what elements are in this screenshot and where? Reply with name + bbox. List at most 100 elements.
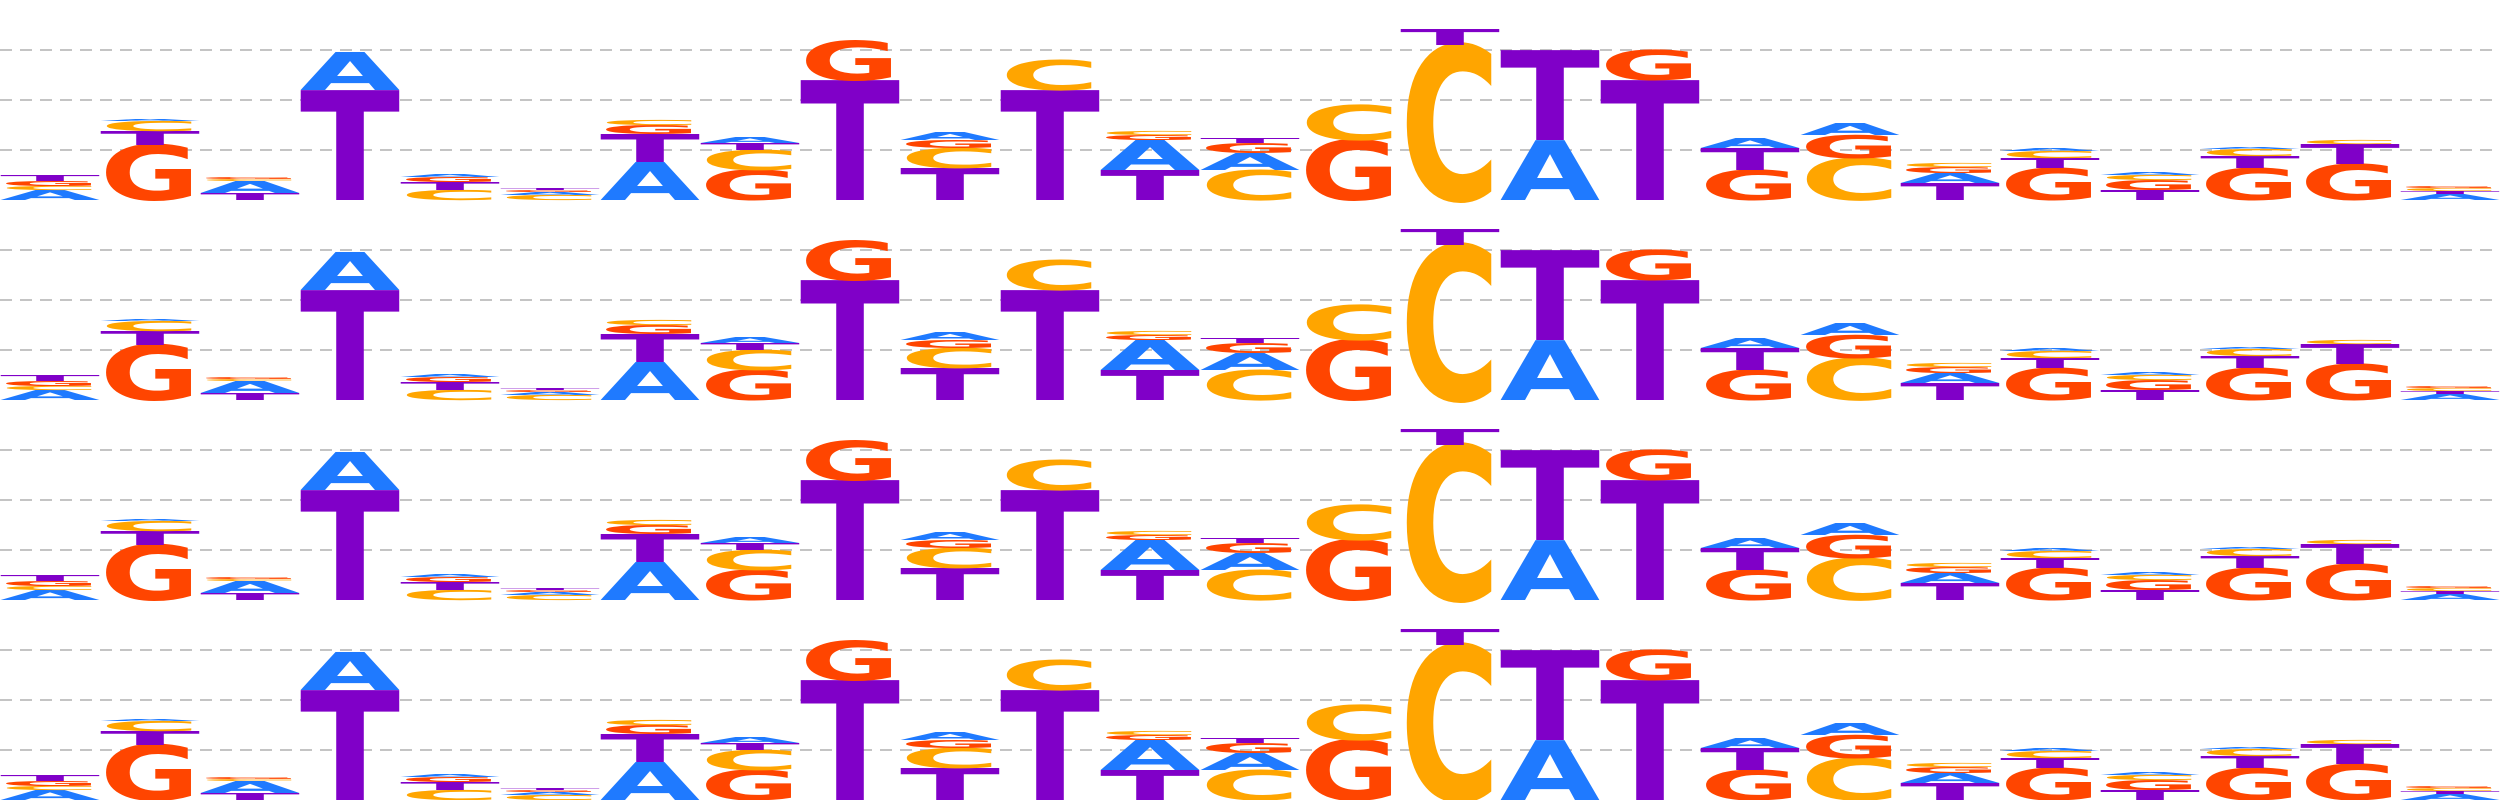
logo-letter-T: T	[100, 127, 200, 149]
logo-column: AT	[1500, 225, 1600, 419]
logo-letter-C: C	[400, 787, 500, 800]
logo-letter-T: T	[700, 341, 800, 352]
logo-letter-G: G	[1100, 734, 1200, 742]
logo-letter-G: G	[0, 180, 100, 188]
logo-column: CGA	[1800, 520, 1900, 614]
logo-letter-C: C	[700, 545, 800, 577]
logo-letter-C: C	[1400, 604, 1500, 800]
logo-letter-G: G	[2200, 159, 2300, 210]
logo-letter-G: G	[100, 730, 200, 800]
logo-letter-C: C	[200, 778, 300, 781]
logo-letter-G: G	[500, 189, 600, 192]
logo-letter-G: G	[700, 762, 800, 800]
logo-letter-T: T	[400, 780, 500, 793]
logo-letter-T: T	[2300, 139, 2400, 171]
logo-letter-C: C	[1300, 296, 1400, 352]
logo-column: GC	[1300, 696, 1400, 800]
logo-letter-G: G	[100, 530, 200, 618]
logo-letter-A: A	[600, 552, 700, 612]
logo-column: AT	[1500, 625, 1600, 800]
logo-column: TG	[800, 430, 900, 640]
logo-letter-T: T	[700, 741, 800, 752]
logo-letter-G: G	[1700, 162, 1800, 209]
logo-letter-G: G	[1700, 362, 1800, 409]
logo-letter-C: C	[1800, 747, 1900, 800]
logo-letter-G: G	[600, 323, 700, 337]
logo-letter-G: G	[800, 30, 900, 94]
logo-letter-A: A	[400, 373, 500, 378]
logo-letter-A: A	[300, 42, 400, 102]
logo-letter-A: A	[500, 391, 600, 396]
logo-letter-C: C	[900, 743, 1000, 775]
logo-letter-T: T	[500, 787, 600, 790]
logo-column: GC	[1300, 96, 1400, 220]
logo-letter-A: A	[2100, 771, 2200, 776]
logo-letter-A: A	[2000, 547, 2100, 552]
logo-letter-G: G	[1100, 134, 1200, 142]
logo-letter-C: C	[100, 318, 200, 334]
logo-letter-G: G	[0, 580, 100, 588]
logo-letter-A: A	[700, 735, 800, 745]
logo-letter-C: C	[400, 387, 500, 403]
logo-letter-A: A	[2200, 746, 2300, 749]
logo-letter-C: C	[500, 794, 600, 800]
logo-letter-C: C	[200, 178, 300, 181]
logo-letter-A: A	[100, 318, 200, 321]
logo-letter-G: G	[0, 380, 100, 388]
logo-letter-C: C	[2300, 139, 2400, 145]
logo-letter-T: T	[2400, 790, 2500, 795]
logo-letter-G: G	[1900, 365, 2000, 375]
logo-letter-T: T	[1100, 762, 1200, 800]
logo-letter-A: A	[1800, 120, 1900, 139]
logo-letter-T: T	[600, 127, 700, 171]
logo-letter-A: A	[2100, 371, 2200, 376]
logo-letter-G: G	[1200, 541, 1300, 557]
logo-letter-C: C	[1200, 362, 1300, 410]
logo-letter-T: T	[800, 47, 900, 239]
logo-letter-T: T	[2200, 553, 2300, 572]
logo-letter-C: C	[400, 587, 500, 603]
logo-letter-G: G	[1600, 42, 1700, 89]
logo-letter-G: G	[700, 162, 800, 209]
logo-column: GC	[1300, 296, 1400, 420]
logo-letter-C: C	[600, 119, 700, 127]
logo-letter-G: G	[200, 776, 300, 779]
logo-letter-T: T	[0, 773, 100, 782]
logo-letter-G: G	[2100, 178, 2200, 194]
logo-letter-G: G	[1900, 765, 2000, 775]
logo-letter-A: A	[2400, 192, 2500, 202]
logo-letter-T: T	[100, 727, 200, 749]
logo-letter-C: C	[2200, 347, 2300, 358]
logo-column: TA	[300, 42, 400, 236]
logo-letter-T: T	[2100, 387, 2200, 403]
logo-letter-T: T	[1900, 578, 2001, 605]
logo-letter-C: C	[1200, 162, 1300, 210]
logo-letter-C: C	[200, 378, 300, 381]
logo-column: AT	[1500, 425, 1600, 619]
logo-letter-A: A	[1900, 770, 2000, 786]
logo-letter-G: G	[1700, 762, 1800, 800]
logo-letter-G: G	[500, 589, 600, 592]
logo-letter-C: C	[1800, 147, 1900, 214]
logo-letter-C: C	[1900, 562, 2000, 568]
logo-letter-G: G	[2200, 759, 2300, 800]
logo-column: TG	[800, 230, 900, 440]
logo-column: CGA	[1800, 120, 1900, 214]
logo-letter-G: G	[1300, 724, 1400, 800]
